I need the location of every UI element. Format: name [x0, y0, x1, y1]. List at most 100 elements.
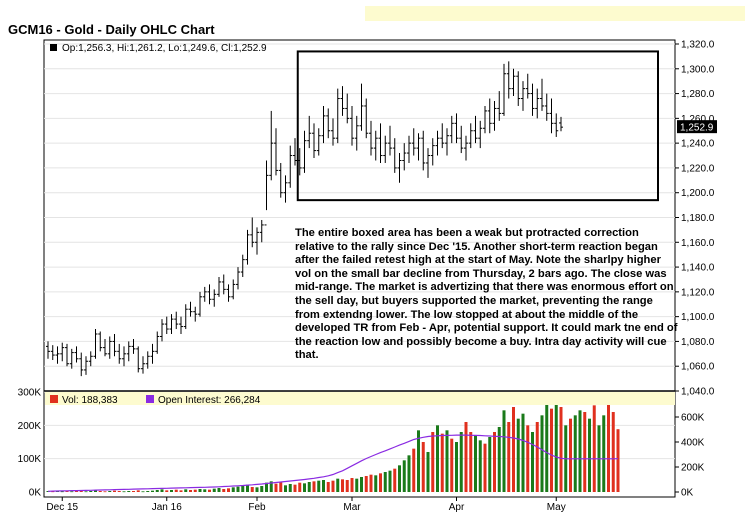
volume-bar — [89, 491, 93, 492]
ohlc-bar — [464, 135, 468, 161]
volume-bar — [464, 422, 468, 492]
ohlc-bar — [316, 128, 321, 156]
ohlc-bar — [207, 284, 212, 305]
ohlc-bar — [402, 143, 407, 171]
oi-legend-text: Open Interest: 266,284 — [158, 395, 261, 406]
price-tick-label: 1,140.0 — [681, 263, 715, 274]
ohlc-bar — [202, 286, 207, 302]
price-tick-label: 1,160.0 — [681, 238, 715, 249]
ohlc-bar — [179, 316, 183, 334]
volume-bar — [341, 479, 344, 492]
ohlc-bar — [269, 110, 274, 181]
price-legend-swatch — [50, 44, 57, 51]
volume-bar — [241, 486, 245, 492]
ohlc-bar — [278, 162, 283, 198]
volume-tick-label: 200K — [18, 421, 42, 432]
volume-bar — [607, 395, 610, 492]
volume-bar — [250, 487, 254, 492]
volume-bar — [151, 490, 154, 492]
volume-bar — [236, 486, 240, 492]
volume-bar — [331, 480, 335, 492]
volume-bar — [336, 478, 340, 492]
ohlc-bar — [212, 289, 217, 307]
vol-legend-text: Vol: 188,383 — [62, 395, 118, 406]
volume-bar — [583, 412, 587, 492]
volume-bar — [616, 429, 620, 492]
date-axis: Dec 15 Jan 16 Feb Mar Apr May — [46, 497, 566, 513]
price-tick-label: 1,300.0 — [681, 64, 715, 75]
ohlc-bar — [326, 108, 331, 139]
ohlc-bar — [221, 274, 226, 295]
ohlc-bar — [160, 319, 164, 342]
ohlc-bar — [511, 68, 516, 97]
oi-tick-label: 200K — [681, 463, 705, 474]
volume-bar — [193, 489, 197, 492]
volume-bar — [478, 440, 482, 492]
date-tick-label: Jan 16 — [152, 502, 182, 513]
ohlc-bar — [107, 336, 112, 359]
volume-bar — [497, 427, 501, 492]
open-interest-line — [47, 434, 619, 492]
volume-bar — [260, 486, 264, 492]
ohlc-bar — [397, 153, 402, 183]
ohlc-bar — [506, 61, 511, 99]
price-gridlines — [44, 43, 675, 367]
ohlc-bar — [535, 88, 540, 119]
volume-bar — [303, 483, 306, 492]
volume-bar — [421, 442, 425, 492]
volume-bar — [440, 433, 444, 492]
ohlc-bar — [521, 81, 525, 111]
price-tick-label: 1,240.0 — [681, 139, 715, 150]
last-price-tag: 1,252.9 — [677, 120, 717, 134]
ohlc-bar — [430, 138, 435, 166]
volume-bar — [222, 489, 226, 492]
volume-bar — [255, 487, 259, 492]
price-tick-label: 1,260.0 — [681, 114, 715, 125]
volume-legend-band — [45, 392, 675, 405]
date-tick-label: Mar — [343, 502, 361, 513]
volume-bar — [578, 410, 582, 492]
ohlc-bar — [288, 145, 293, 188]
ohlc-bar — [98, 331, 103, 352]
ohlc-bar — [117, 343, 122, 364]
volume-bar — [198, 489, 202, 492]
oi-tick-label: 600K — [681, 413, 705, 424]
volume-bar — [127, 491, 131, 492]
ohlc-bar — [69, 348, 74, 369]
volume-bar — [189, 490, 192, 492]
volume-bar — [355, 478, 359, 492]
ohlc-bar — [188, 301, 193, 317]
volume-bar — [84, 491, 88, 493]
ohlc-bar — [392, 138, 397, 173]
chart-title: GCM16 - Gold - Daily OHLC Chart — [8, 22, 215, 37]
volume-bar — [312, 481, 316, 492]
volume-bar — [279, 482, 283, 492]
ohlc-bar — [530, 83, 535, 116]
price-tick-label: 1,060.0 — [681, 362, 715, 373]
volume-bar — [535, 422, 539, 492]
volume-bar — [431, 432, 435, 492]
volume-bar — [317, 480, 321, 492]
volume-bar — [79, 490, 83, 492]
ohlc-bar — [321, 105, 326, 144]
volume-bar — [212, 488, 216, 492]
volume-bar — [293, 484, 297, 492]
ohlc-bar — [236, 267, 240, 290]
ohlc-bar — [283, 175, 288, 203]
volume-bar — [521, 413, 525, 492]
volume-bar — [474, 435, 477, 492]
ohlc-bar — [473, 115, 478, 144]
volume-bar — [208, 489, 211, 492]
volume-bar — [136, 490, 140, 492]
ohlc-bar — [79, 352, 84, 377]
ohlc-bar — [112, 333, 117, 357]
volume-bar — [592, 405, 596, 492]
volume-bar — [345, 480, 349, 492]
price-tick-label: 1,280.0 — [681, 89, 715, 100]
volume-bar — [98, 491, 102, 492]
volume-bar — [469, 432, 473, 492]
ohlc-bar — [264, 160, 269, 226]
date-tick-label: Apr — [449, 502, 465, 513]
oi-tick-label: 400K — [681, 438, 705, 449]
ohlc-bar — [364, 98, 369, 139]
